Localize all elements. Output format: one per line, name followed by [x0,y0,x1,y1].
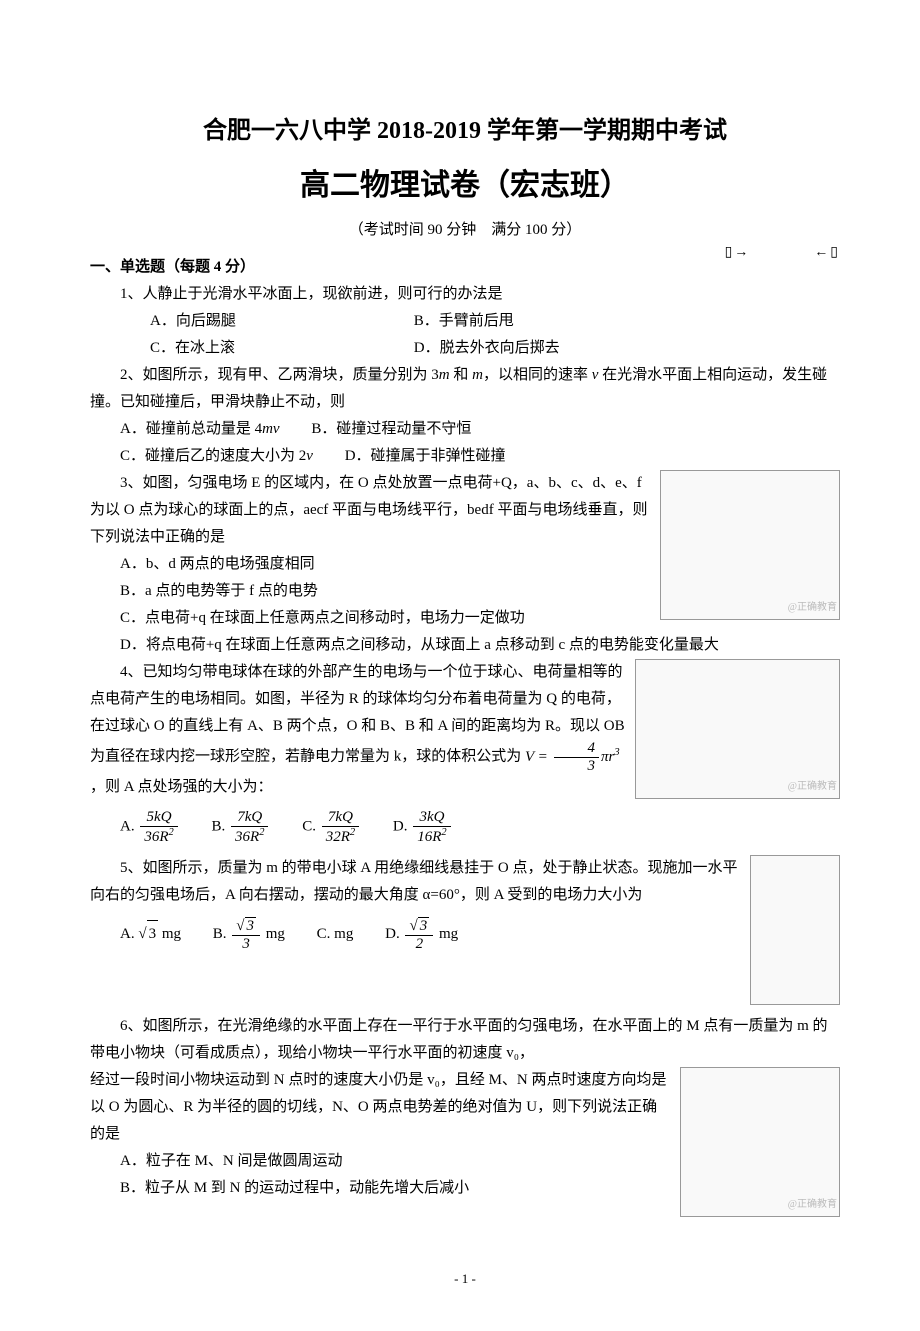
exam-title-school: 合肥一六八中学 2018-2019 学年第一学期期中考试 [90,110,840,153]
q2-stem-c: ，以相同的速率 [483,367,592,383]
q3-stem: 3、如图，匀强电场 E 的区域内，在 O 点处放置一点电荷+Q，a、b、c、d、… [90,470,650,551]
q5-opt-c: C. mg [317,921,354,948]
q5-a-sq3: 3 [147,920,159,948]
q4-stem-b: ，则 A 点处场强的大小为： [90,779,273,795]
q3-watermark: @正确教育 [788,599,837,617]
q4-c-num: 7kQ [322,809,359,827]
q5-opt-b: B. √33 mg [213,917,285,952]
q5-b-mg: mg [262,926,285,942]
q2-options: A．碰撞前总动量是 4mv B．碰撞过程动量不守恒 C．碰撞后乙的速度大小为 2… [120,416,840,470]
q4-options: A. 5kQ36R2 B. 7kQ36R2 C. 7kQ32R2 D. 3kQ1… [120,809,840,845]
q5-options: A. √3 mg B. √33 mg C. mg D. √32 mg [120,917,740,952]
q2-opt-b: B．碰撞过程动量不守恒 [311,416,471,443]
q2-c-txt: C．碰撞后乙的速度大小为 2 [120,448,306,464]
q1-opt-a: A．向后踢腿 [120,308,380,335]
q6-watermark: @正确教育 [788,1196,837,1214]
q4-d-den: 16R [417,829,441,845]
q4-opt-b: B. 7kQ 36R2 [212,809,271,845]
q4-stem: 4、已知均匀带电球体在球的外部产生的电场与一个位于球心、电荷量相等的点电荷产生的… [90,659,625,801]
q2-stem-a: 2、如图所示，现有甲、乙两滑块，质量分别为 3 [120,367,439,383]
q4-b-exp: 2 [259,827,264,838]
q4-a-exp: 2 [169,827,174,838]
q2-stem-b: 和 [450,367,473,383]
q1-opt-d: D．脱去外衣向后掷去 [384,335,560,362]
q2-m1: m [439,367,450,383]
q1-opt-c: C．在冰上滚 [120,335,380,362]
q4-vol-den: 3 [554,758,600,775]
q5-opt-a: A. √3 mg [120,920,181,948]
q2-m2: m [472,367,483,383]
q6-stem-a: 6、如图所示，在光滑绝缘的水平面上存在一平行于水平面的匀强电场，在水平面上的 M… [90,1013,840,1067]
q2-a-mv: mv [262,421,280,437]
q5-opt-d: D. √32 mg [385,917,458,952]
q4-opt-c: C. 7kQ 32R2 [302,809,361,845]
q5-a-mg: mg [158,926,181,942]
q5-a-lbl: A. [120,926,138,942]
q4-opt-d: D. 3kQ 16R2 [393,809,453,845]
q2-opt-a: A．碰撞前总动量是 4mv [120,416,280,443]
q5-d-den: 2 [405,936,433,953]
q2-a-txt: A．碰撞前总动量是 4 [120,421,262,437]
q4-vol-lhs: V = [525,749,548,765]
q4-vol-num: 4 [554,740,600,758]
q4-figure: @正确教育 [635,659,840,799]
q3-opt-b: B．a 点的电势等于 f 点的电势 [120,578,650,605]
q2-stem: 2、如图所示，现有甲、乙两滑块，质量分别为 3m 和 m，以相同的速率 v 在光… [90,362,840,416]
q4-c-den: 32R [326,829,350,845]
q4-opt-a: A. 5kQ 36R2 [120,809,180,845]
q2-opt-d: D．碰撞属于非弹性碰撞 [345,443,506,470]
exam-title-subject: 高二物理试卷（宏志班） [90,159,840,213]
q4-watermark: @正确教育 [788,778,837,796]
q5-d-sq3: 3 [418,917,430,935]
q5-d-lbl: D. [385,926,403,942]
q2-opt-c: C．碰撞后乙的速度大小为 2v [120,443,313,470]
q3-opt-c: C．点电荷+q 在球面上任意两点之间移动时，电场力一定做功 [120,605,650,632]
q4-vol-frac: 4 3 [554,740,600,774]
q4-vol-tail: πr [601,749,614,765]
q4-a-num: 5kQ [140,809,177,827]
q4-d-exp: 2 [441,827,446,838]
q4-c-lbl: C. [302,819,316,835]
page-number: - 1 - [90,1267,840,1290]
q6-opt-b: B．粒子从 M 到 N 的运动过程中，动能先增大后减小 [120,1175,670,1202]
q4-a-lbl: A. [120,819,135,835]
q4-b-lbl: B. [212,819,226,835]
header-arrows: ▯→ ←▯ [725,240,840,265]
q4-d-lbl: D. [393,819,408,835]
q5-stem: 5、如图所示，质量为 m 的带电小球 A 用绝缘细线悬挂于 O 点，处于静止状态… [90,855,740,909]
q5-b-sq3: 3 [245,917,257,935]
q6-opt-a: A．粒子在 M、N 间是做圆周运动 [120,1148,670,1175]
q4-d-num: 3kQ [413,809,450,827]
q5-d-mg: mg [435,926,458,942]
q5-figure [750,855,840,1005]
q3-figure: @正确教育 [660,470,840,620]
q4-b-den: 36R [235,829,259,845]
q3-opt-d: D．将点电荷+q 在球面上任意两点之间移动，从球面上 a 点移动到 c 点的电势… [90,632,840,659]
q2-c-v: v [306,448,313,464]
q4-vol-exp: 3 [614,747,619,758]
q1-opt-b: B．手臂前后甩 [384,308,514,335]
q1-stem: 1、人静止于光滑水平冰面上，现欲前进，则可行的办法是 [90,281,840,308]
q1-options: A．向后踢腿 B．手臂前后甩 [90,308,840,335]
q4-b-num: 7kQ [231,809,268,827]
q6-figure: @正确教育 [680,1067,840,1217]
q5-b-den: 3 [232,936,260,953]
q4-c-exp: 2 [350,827,355,838]
q5-b-lbl: B. [213,926,231,942]
q3-opt-a: A．b、d 两点的电场强度相同 [120,551,650,578]
q4-a-den: 36R [144,829,168,845]
q1-options-2: C．在冰上滚 D．脱去外衣向后掷去 [90,335,840,362]
q6-stem-b: 经过一段时间小物块运动到 N 点时的速度大小仍是 v₀，且经 M、N 两点时速度… [90,1067,670,1148]
